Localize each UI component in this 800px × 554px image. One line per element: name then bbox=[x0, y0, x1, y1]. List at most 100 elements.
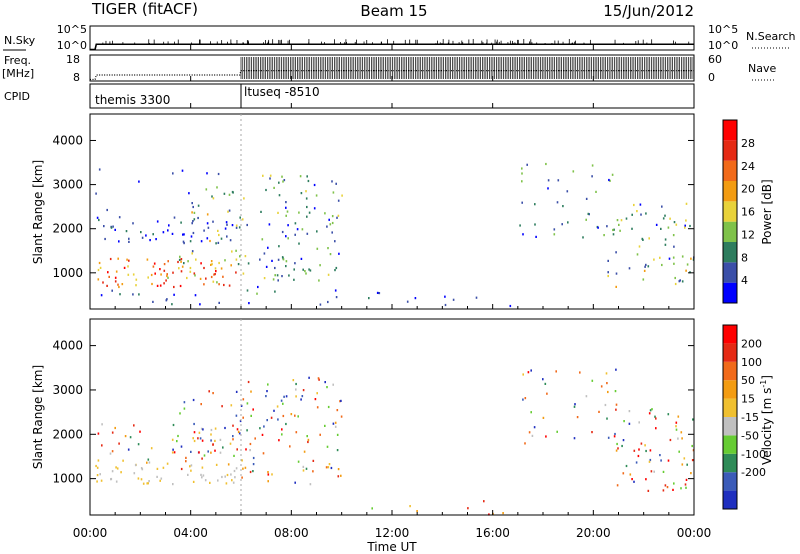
range-cell bbox=[638, 448, 640, 451]
range-cell bbox=[213, 273, 215, 276]
range-cell bbox=[168, 224, 170, 227]
range-cell bbox=[588, 213, 590, 216]
range-cell bbox=[341, 194, 343, 197]
range-cell bbox=[124, 435, 127, 438]
range-cell bbox=[180, 260, 182, 263]
range-cell bbox=[181, 169, 184, 172]
power-panel-frame bbox=[89, 113, 695, 310]
range-cell bbox=[616, 484, 619, 487]
range-cell bbox=[183, 262, 185, 265]
range-cell bbox=[595, 190, 597, 193]
range-cell bbox=[233, 454, 235, 457]
colorbar-tick-label: 20 bbox=[741, 183, 755, 196]
range-cell bbox=[167, 260, 169, 263]
range-cell bbox=[201, 439, 204, 442]
range-cell bbox=[235, 224, 238, 227]
range-cell bbox=[606, 417, 608, 420]
range-cell bbox=[615, 251, 617, 254]
plot-title: TIGER (fitACF) bbox=[91, 0, 198, 18]
range-cell bbox=[235, 414, 238, 417]
range-cell bbox=[224, 426, 226, 430]
range-cell bbox=[189, 266, 192, 270]
range-cell bbox=[340, 474, 342, 477]
range-cell bbox=[607, 259, 609, 262]
range-cell bbox=[172, 172, 174, 175]
range-cell bbox=[685, 486, 687, 489]
range-cell bbox=[629, 473, 632, 476]
freq-left-tick-bottom: 8 bbox=[73, 71, 80, 84]
range-cell bbox=[173, 216, 176, 219]
range-cell bbox=[121, 283, 124, 286]
colorbar-swatch bbox=[723, 361, 737, 381]
range-cell bbox=[614, 432, 616, 436]
range-cell bbox=[178, 258, 181, 261]
range-cell bbox=[263, 425, 265, 428]
range-cell bbox=[285, 214, 287, 217]
range-cell bbox=[146, 258, 149, 261]
y-tick-label: 3000 bbox=[52, 178, 83, 192]
y-tick-label: 2000 bbox=[52, 222, 83, 236]
range-cell bbox=[232, 438, 234, 441]
range-cell bbox=[573, 437, 576, 440]
range-cell bbox=[96, 466, 99, 469]
range-cell bbox=[214, 427, 217, 430]
colorbar-swatch bbox=[723, 160, 737, 181]
range-cell bbox=[237, 263, 240, 266]
colorbar-swatch bbox=[723, 343, 737, 362]
power-ylabel: Slant Range [km] bbox=[31, 160, 45, 264]
range-cell bbox=[572, 170, 575, 173]
range-cell bbox=[194, 294, 197, 297]
range-cell bbox=[608, 178, 610, 182]
range-cell bbox=[625, 217, 628, 220]
range-cell bbox=[642, 278, 645, 281]
noise-left-tick-bottom: 10^0 bbox=[57, 39, 87, 52]
range-cell bbox=[475, 296, 478, 299]
range-cell bbox=[684, 226, 686, 229]
range-cell bbox=[327, 300, 329, 304]
range-cell bbox=[249, 470, 252, 474]
range-cell bbox=[235, 390, 238, 393]
cpid-label: CPID bbox=[4, 90, 30, 103]
range-cell bbox=[633, 480, 635, 483]
range-cell bbox=[193, 431, 196, 434]
range-cell bbox=[274, 290, 276, 293]
colorbar-swatch bbox=[723, 181, 737, 202]
range-cell bbox=[177, 260, 179, 264]
range-cell bbox=[98, 261, 101, 265]
range-cell bbox=[305, 197, 308, 200]
range-cell bbox=[261, 433, 264, 436]
range-cell bbox=[100, 294, 103, 297]
range-cell bbox=[242, 272, 245, 275]
range-cell bbox=[691, 444, 693, 448]
range-cell bbox=[452, 298, 455, 301]
range-cell bbox=[235, 258, 238, 261]
colorbar-swatch bbox=[723, 242, 737, 263]
range-cell bbox=[246, 223, 248, 227]
velocity-colorbar-label-end: ] bbox=[760, 375, 774, 380]
range-cell bbox=[662, 489, 665, 492]
range-cell bbox=[639, 203, 642, 206]
range-cell bbox=[147, 276, 149, 279]
range-cell bbox=[655, 427, 657, 430]
range-cell bbox=[521, 172, 523, 175]
range-cell bbox=[222, 446, 224, 449]
range-cell bbox=[545, 435, 547, 438]
noise-left-tick-top: 10^5 bbox=[57, 23, 87, 36]
range-cell bbox=[654, 415, 656, 418]
range-cell bbox=[145, 234, 147, 237]
range-cell bbox=[110, 477, 113, 481]
range-cell bbox=[332, 383, 334, 386]
range-cell bbox=[199, 303, 201, 306]
range-cell bbox=[660, 459, 662, 462]
range-cell bbox=[201, 476, 203, 479]
range-cell bbox=[281, 275, 283, 278]
range-cell bbox=[330, 466, 333, 470]
range-cell bbox=[97, 268, 100, 272]
range-cell bbox=[110, 226, 113, 229]
range-cell bbox=[203, 229, 205, 232]
range-cell bbox=[524, 442, 526, 445]
range-cell bbox=[263, 277, 266, 280]
range-cell bbox=[679, 279, 681, 282]
range-cell bbox=[197, 216, 199, 220]
range-cell bbox=[605, 372, 608, 375]
